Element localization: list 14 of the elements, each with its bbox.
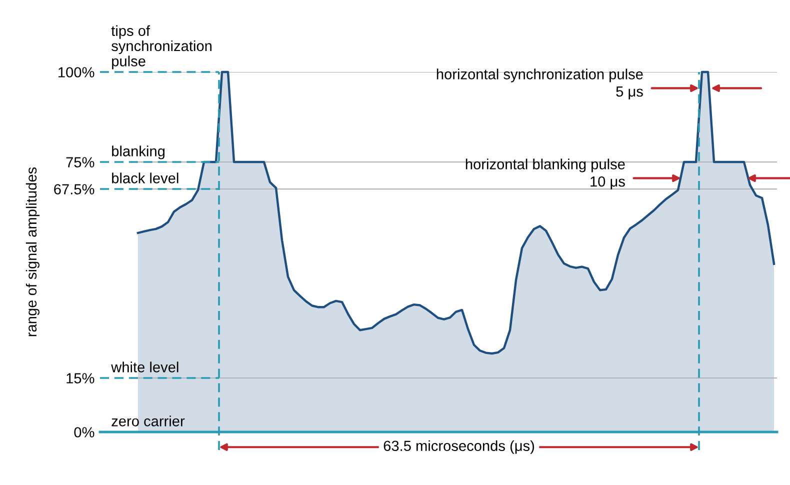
y-tick-label: 67.5%	[54, 184, 94, 194]
y-axis-title: range of signal amplitudes	[26, 167, 40, 336]
annotation: horizontal synchronization pulse 5 μs	[436, 68, 643, 100]
annotation: black level	[112, 172, 178, 184]
annotation: blanking	[112, 146, 164, 160]
annotation: horizontal blanking pulse 10 μs	[466, 158, 625, 190]
annotation: zero carrier	[112, 416, 185, 426]
y-tick-label: 0%	[74, 427, 94, 438]
text: 63.5 microseconds (μs)	[384, 440, 534, 454]
y-tick-label: 100%	[58, 67, 94, 78]
y-tick-label: 75%	[66, 157, 94, 168]
text: tips of synchronization pulse	[111, 25, 212, 70]
annotation: white level	[111, 362, 178, 372]
y-tick-label: 15%	[66, 373, 94, 384]
